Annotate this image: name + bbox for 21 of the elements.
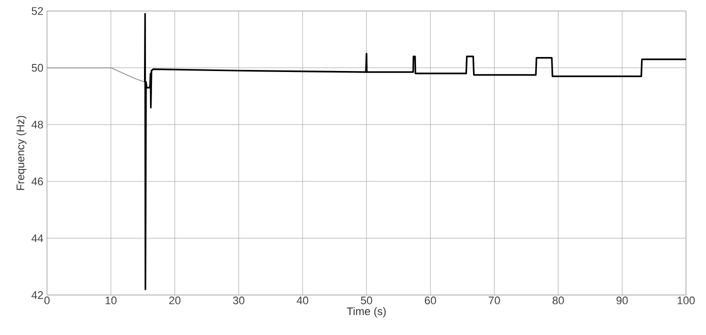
x-tick-label: 20	[169, 296, 180, 304]
line-series	[144, 13, 686, 290]
x-tick-label: 60	[424, 296, 436, 304]
x-tick-label: 70	[488, 296, 500, 304]
y-tick-label: 52	[32, 7, 43, 15]
y-tick-label: 48	[32, 120, 43, 128]
x-tick-label: 30	[233, 296, 244, 304]
y-tick-label: 42	[32, 291, 43, 299]
y-tick-label: 44	[32, 234, 44, 242]
x-axis-title: Time (s)	[346, 307, 386, 318]
line-series	[47, 67, 146, 82]
x-tick-label: 40	[296, 296, 308, 304]
x-tick-label: 90	[616, 296, 628, 304]
x-tick-label: 50	[360, 296, 372, 304]
x-tick-label: 0	[44, 296, 50, 304]
y-axis-title: Frequency (Hz)	[16, 116, 26, 190]
y-tick-label: 46	[32, 178, 43, 186]
y-tick-label: 50	[32, 64, 44, 72]
x-tick-label: 80	[552, 296, 564, 304]
x-tick-label: 100	[678, 296, 695, 304]
x-tick-label: 10	[106, 296, 117, 304]
